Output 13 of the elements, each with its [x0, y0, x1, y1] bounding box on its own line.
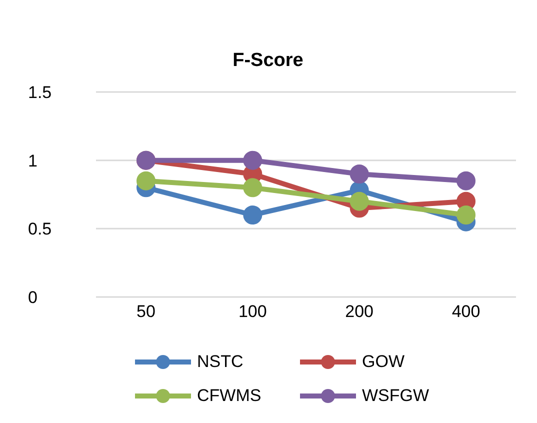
x-tick-label: 200	[345, 302, 374, 322]
legend-label: GOW	[362, 351, 404, 373]
y-tick-label: 1	[28, 151, 38, 170]
chart-title: F-Score	[232, 49, 304, 73]
x-tick-label: 400	[452, 302, 480, 322]
y-tick-label: 1.5	[28, 83, 52, 102]
y-tick-label: 0.5	[28, 220, 52, 239]
legend-label: WSFGW	[362, 385, 430, 407]
x-tick-label: 50	[136, 302, 156, 322]
x-tick-label: 100	[238, 302, 267, 322]
legend-label: NSTC	[197, 351, 244, 373]
y-tick-label: 0	[28, 288, 38, 308]
legend-label: CFWMS	[197, 385, 262, 407]
